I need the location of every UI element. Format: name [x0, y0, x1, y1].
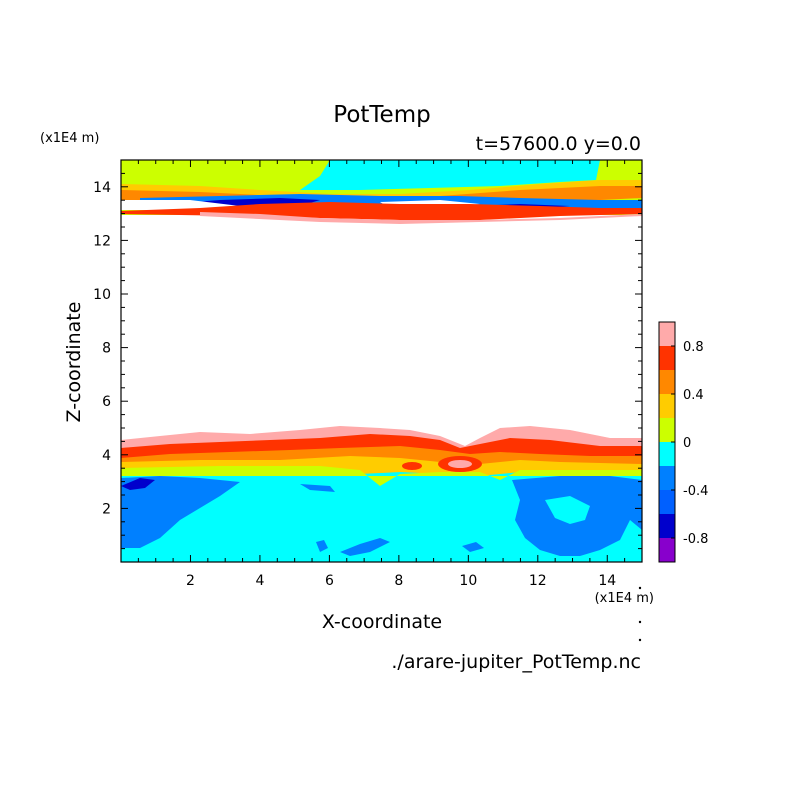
colorbar-swatch	[659, 370, 675, 394]
contour-band	[402, 462, 422, 470]
contour-band	[121, 466, 642, 486]
colorbar-swatch	[659, 322, 675, 346]
contour-band	[121, 476, 240, 548]
colorbar-tick-label: 0.8	[683, 340, 704, 355]
x-tick-label: 2	[186, 573, 195, 589]
y-tick-label: 14	[93, 180, 111, 196]
colorbar-swatch	[659, 514, 675, 538]
y-tick-label: 8	[102, 341, 111, 357]
x-axis-scale-label: (x1E4 m)	[595, 591, 654, 606]
x-tick-label: 6	[325, 573, 334, 589]
contour-band	[448, 460, 472, 468]
contour-band	[200, 212, 642, 224]
contour-field	[121, 160, 642, 562]
colorbar-swatch	[659, 466, 675, 490]
x-tick-label: 8	[394, 573, 403, 589]
colorbar-tick-label: -0.4	[683, 484, 708, 499]
x-tick-label: 10	[459, 573, 477, 589]
x-tick-label: 12	[529, 573, 547, 589]
contour-band	[121, 478, 155, 490]
colorbar-swatch	[659, 538, 675, 562]
contour-band	[300, 160, 600, 190]
colorbar-swatch	[659, 418, 675, 442]
source-file-label: ./arare-jupiter_PotTemp.nc	[391, 651, 641, 673]
contour-band	[316, 540, 328, 552]
y-axis-label: Z-coordinate	[63, 302, 85, 423]
marker-dot	[638, 638, 642, 642]
contour-band	[300, 484, 335, 492]
chart-title: PotTemp	[333, 102, 430, 128]
axis-tick-labels: 2 4 6 8 10 12 14 2 4 6 8 10 12 14	[93, 180, 616, 589]
axis-ticks	[121, 160, 642, 562]
contour-band	[545, 496, 590, 524]
x-axis-label: X-coordinate	[322, 611, 442, 633]
colorbar-swatch	[659, 490, 675, 514]
colorbar-tick-label: 0	[683, 436, 691, 451]
contour-band	[340, 538, 390, 556]
y-tick-label: 10	[93, 287, 111, 303]
y-axis-scale-label: (x1E4 m)	[40, 131, 99, 146]
colorbar-swatch	[659, 394, 675, 418]
y-tick-label: 4	[102, 448, 111, 464]
x-tick-label: 14	[598, 573, 616, 589]
colorbar-tick-label: -0.8	[683, 532, 708, 547]
y-tick-label: 12	[93, 233, 111, 249]
marker-dot	[638, 620, 642, 624]
marker-dot	[638, 586, 642, 590]
time-label: t=57600.0 y=0.0	[476, 133, 641, 155]
x-tick-label: 4	[255, 573, 264, 589]
y-tick-label: 6	[102, 394, 111, 410]
contour-band	[462, 542, 484, 552]
y-tick-label: 2	[102, 501, 111, 517]
colorbar-swatch	[659, 442, 675, 466]
colorbar: 0.8 0.4 0 -0.4 -0.8	[658, 321, 708, 563]
colorbar-swatch	[659, 346, 675, 370]
colorbar-tick-label: 0.4	[683, 388, 704, 403]
